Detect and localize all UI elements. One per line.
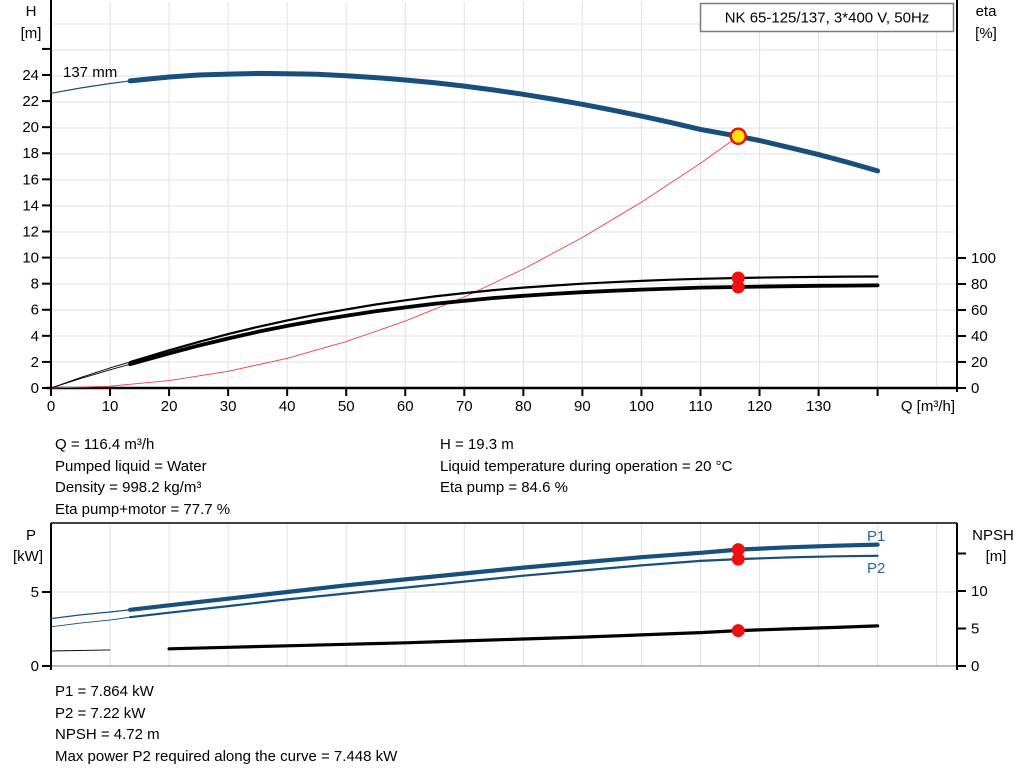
y-right-tick-label: 100 xyxy=(971,250,996,267)
x-tick-label: 0 xyxy=(47,398,55,415)
duty-marker-dot xyxy=(731,552,745,566)
y-right-tick-label: 10 xyxy=(971,583,988,600)
x-tick-label: 90 xyxy=(574,398,591,415)
pump-title-box xyxy=(699,2,955,33)
pump-title: NK 65-125/137, 3*400 V, 50Hz xyxy=(725,10,930,27)
x-tick-label: 110 xyxy=(689,398,713,415)
x-axis-title: Q [m³/h] xyxy=(901,398,955,415)
eta-pump-motor-curve-lead xyxy=(50,363,131,389)
x-tick-label: 130 xyxy=(806,398,831,415)
duty-marker-dot xyxy=(731,543,745,557)
y-left-tick-label: 6 xyxy=(31,302,39,319)
info-eta-pump-motor: Eta pump+motor = 77.7 % xyxy=(55,500,231,518)
y-left-tick-label: 14 xyxy=(22,197,39,214)
x-tick-label: 30 xyxy=(220,398,237,415)
y-left-tick-label: 8 xyxy=(31,276,39,293)
y-left-axis-title: P xyxy=(26,527,36,544)
efficiency-marker-dot xyxy=(731,280,745,294)
y-left-tick-label: 2 xyxy=(31,354,39,371)
y-right-tick-label: 40 xyxy=(971,328,988,345)
eta-pump-curve xyxy=(129,275,879,364)
info-q: Q = 116.4 m³/h xyxy=(55,436,155,453)
y-left-tick-label: 20 xyxy=(22,119,39,136)
y-right-axis-title-unit: [%] xyxy=(975,25,997,42)
eta-pump-motor-curve xyxy=(128,283,880,367)
y-left-axis-title-unit: [m] xyxy=(21,25,42,42)
y-left-tick-label: 0 xyxy=(31,380,39,397)
y-left-tick-label: 24 xyxy=(22,67,39,84)
x-tick-label: 120 xyxy=(747,398,772,415)
pump-head-137mm-curve xyxy=(127,70,881,174)
npsh-curve xyxy=(167,624,880,651)
info-npsh: NPSH = 4.72 m xyxy=(55,726,160,743)
power-info: P1 = 7.864 kW P2 = 7.22 kW NPSH = 4.72 m… xyxy=(55,681,397,767)
power-npsh-chart: 0 5 0 5 10 P [kW] NPSH [m] P1 P2 xyxy=(13,522,1014,675)
y-right-tick-label: 0 xyxy=(971,658,979,675)
info-density: Density = 998.2 kg/m³ xyxy=(55,479,202,496)
y-left-tick-label: 4 xyxy=(31,328,39,345)
eta-pump-curve-lead xyxy=(50,361,131,389)
npsh-curve-lead xyxy=(50,649,111,652)
y-right-tick-label: 20 xyxy=(971,354,988,371)
info-liquid-temperature: Liquid temperature during operation = 20… xyxy=(440,457,733,475)
p2-series-label: P2 xyxy=(867,560,885,577)
grid-layer xyxy=(51,523,957,666)
y-left-tick-label: 18 xyxy=(22,145,39,162)
power-p1-curve xyxy=(128,542,880,612)
y-left-axis-title: H xyxy=(26,3,37,20)
power-p2-curve xyxy=(129,554,879,619)
x-tick-label: 60 xyxy=(397,398,414,415)
y-left-tick-label: 10 xyxy=(22,250,39,267)
info-pumped-liquid: Pumped liquid = Water xyxy=(55,457,207,475)
y-right-tick-label: 80 xyxy=(971,276,988,293)
y-right-tick-label: 60 xyxy=(971,302,988,319)
x-tick-label: 20 xyxy=(161,398,178,415)
y-right-axis-title: eta xyxy=(976,3,998,20)
x-tick-label: 100 xyxy=(629,398,654,415)
efficiency-marker-dot xyxy=(731,271,745,285)
y-right-axis-title: NPSH xyxy=(972,527,1014,544)
y-left-axis-title-unit: [kW] xyxy=(13,548,43,565)
duty-info-right: H = 19.3 m Liquid temperature during ope… xyxy=(440,434,732,499)
duty-info-left: Q = 116.4 m³/h Pumped liquid = Water Den… xyxy=(55,434,230,520)
info-p1: P1 = 7.864 kW xyxy=(55,683,154,700)
curves-layer: 137 mm xyxy=(50,64,881,389)
system-curve-curve xyxy=(50,135,739,389)
y-left-tick-label: 12 xyxy=(22,223,39,240)
power-p2-curve-lead xyxy=(50,616,131,628)
info-max-p2: Max power P2 required along the curve = … xyxy=(55,747,398,765)
x-tick-label: 50 xyxy=(338,398,355,415)
y-left-tick-label: 16 xyxy=(22,171,39,188)
duty-point-marker[interactable] xyxy=(729,127,748,146)
grid-layer xyxy=(51,2,957,388)
y-right-tick-label: 5 xyxy=(971,621,979,638)
curves-layer: P1 P2 xyxy=(50,528,885,652)
y-right-tick-label: 0 xyxy=(971,380,979,397)
y-left-tick-label: 5 xyxy=(31,584,39,601)
impeller-diameter-label: 137 mm xyxy=(63,64,117,81)
duty-marker-dot xyxy=(731,624,745,638)
y-left-tick-label: 0 xyxy=(31,658,39,675)
x-tick-label: 70 xyxy=(456,398,473,415)
x-tick-label: 40 xyxy=(279,398,296,415)
info-eta-pump: Eta pump = 84.6 % xyxy=(440,479,568,496)
info-p2: P2 = 7.22 kW xyxy=(55,704,146,722)
y-right-axis-title-unit: [m] xyxy=(986,548,1007,565)
x-tick-label: 80 xyxy=(515,398,532,415)
info-h: H = 19.3 m xyxy=(440,436,514,453)
power-p1-curve-lead xyxy=(50,609,131,620)
p1-series-label: P1 xyxy=(867,528,885,545)
axis-layer: 0 5 0 5 10 P [kW] NPSH [m] xyxy=(13,522,1014,675)
x-tick-label: 10 xyxy=(102,398,119,415)
pump-head-137mm-curve-lead xyxy=(50,80,131,94)
y-left-tick-label: 22 xyxy=(22,93,39,110)
